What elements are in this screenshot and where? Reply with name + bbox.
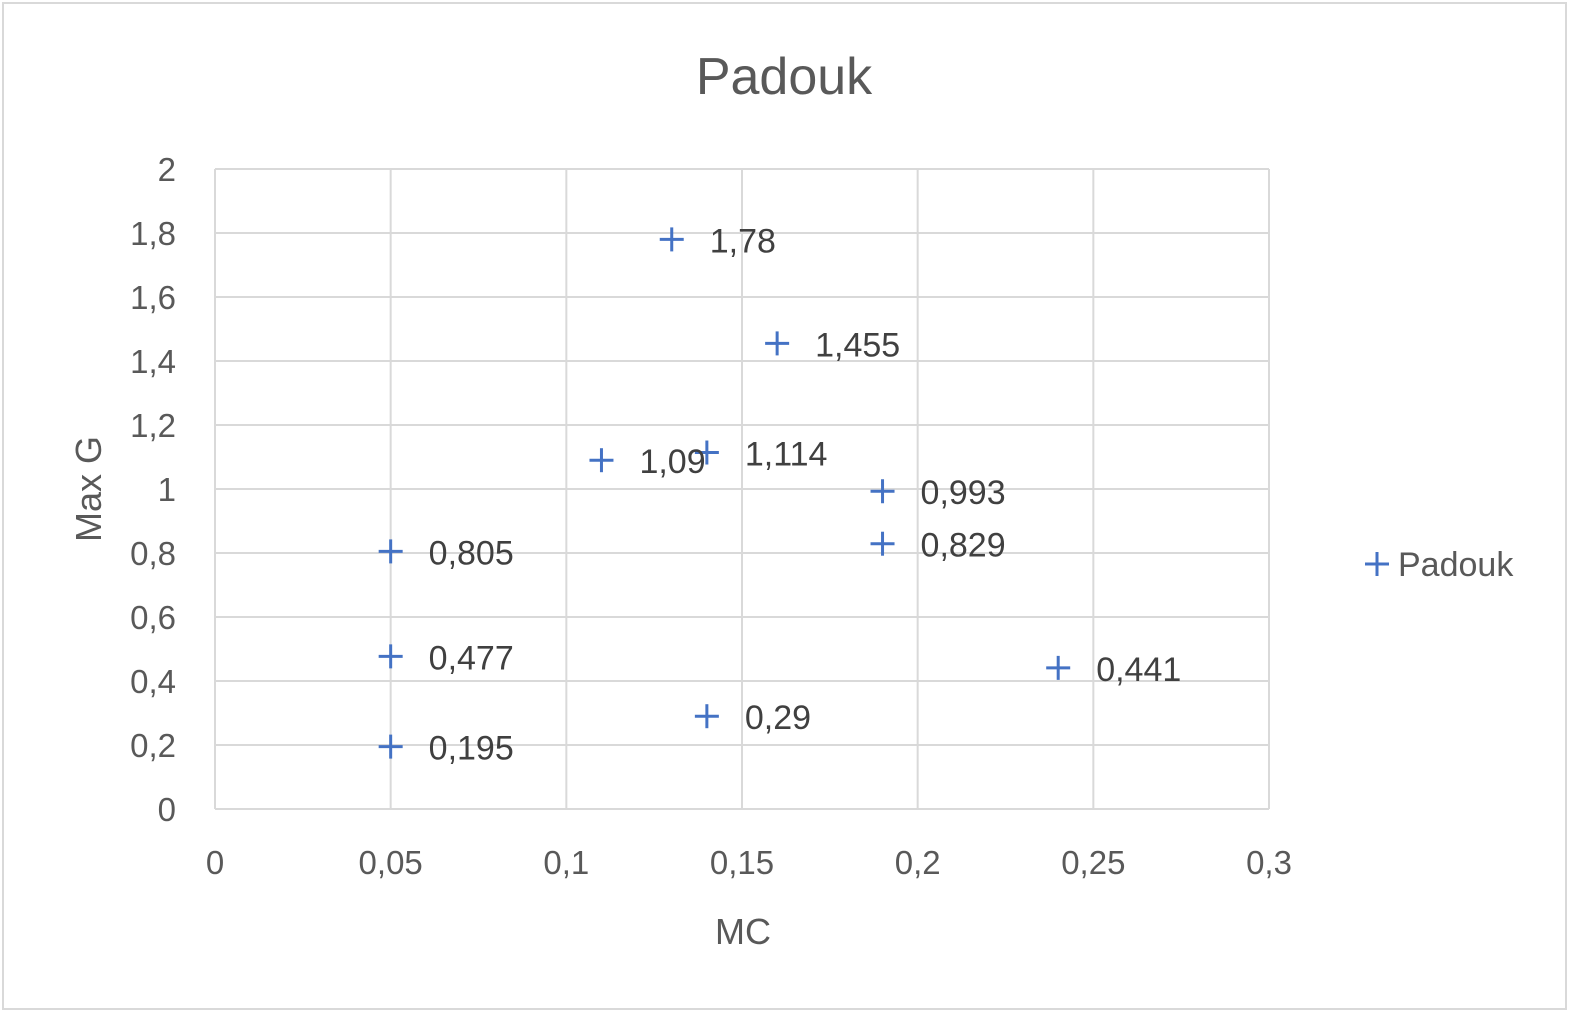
- gridlines: [214, 168, 1270, 810]
- data-label: 1,455: [815, 326, 900, 364]
- x-tick-label: 0,05: [359, 844, 423, 881]
- x-tick-label: 0,1: [543, 844, 589, 881]
- x-tick-label: 0,3: [1246, 844, 1292, 881]
- legend: Padouk: [1365, 546, 1514, 584]
- data-point: [870, 479, 895, 504]
- data-label: 0,993: [921, 474, 1006, 512]
- x-tick-label: 0: [206, 844, 224, 881]
- data-point: [659, 227, 684, 252]
- data-label: 0,477: [429, 639, 514, 677]
- data-point: [378, 644, 403, 669]
- data-point: [870, 531, 895, 556]
- data-label: 0,195: [429, 730, 514, 768]
- data-point: [589, 448, 614, 473]
- legend-marker-icon: [1365, 552, 1389, 576]
- chart-title: Padouk: [696, 48, 873, 106]
- data-point: [378, 734, 403, 759]
- data-point: [694, 440, 719, 465]
- data-label: 0,441: [1096, 651, 1181, 689]
- data-label: 0,829: [921, 527, 1006, 565]
- data-point: [378, 539, 403, 564]
- data-point: [765, 331, 790, 356]
- y-tick-label: 1,2: [130, 407, 176, 444]
- y-tick-label: 1,8: [130, 215, 176, 252]
- y-tick-label: 0,8: [130, 535, 176, 572]
- data-label: 1,09: [639, 443, 705, 481]
- data-label: 0,805: [429, 534, 514, 572]
- tick-labels: 0 0,2 0,4 0,6 0,8 1 1,2 1,4 1,6 1,8 2 0 0,05 0,1 0,15 0…: [130, 151, 1292, 881]
- y-tick-label: 0,4: [130, 663, 176, 700]
- x-tick-label: 0,2: [895, 844, 941, 881]
- y-tick-label: 0: [158, 791, 176, 828]
- x-tick-label: 0,15: [710, 844, 774, 881]
- data-labels: 1,78 1,455 1,09 1,114 0,993 0,829 0,805 0,477 0,…: [429, 222, 1182, 767]
- data-label: 1,114: [745, 436, 828, 474]
- y-tick-label: 1: [158, 471, 176, 508]
- x-axis-title: MC: [715, 911, 771, 952]
- y-tick-label: 1,4: [130, 343, 176, 380]
- y-tick-label: 0,6: [130, 599, 176, 636]
- legend-plus-icon: [1365, 552, 1389, 576]
- data-points: [378, 227, 1071, 759]
- y-axis-title: Max G: [68, 436, 109, 542]
- data-label: 0,29: [745, 699, 811, 737]
- legend-label: Padouk: [1398, 546, 1514, 584]
- y-tick-label: 2: [158, 151, 176, 188]
- data-point: [1046, 655, 1071, 680]
- data-point: [694, 704, 719, 729]
- data-label: 1,78: [710, 222, 776, 260]
- x-tick-label: 0,25: [1061, 844, 1125, 881]
- y-tick-label: 1,6: [130, 279, 176, 316]
- y-tick-label: 0,2: [130, 727, 176, 764]
